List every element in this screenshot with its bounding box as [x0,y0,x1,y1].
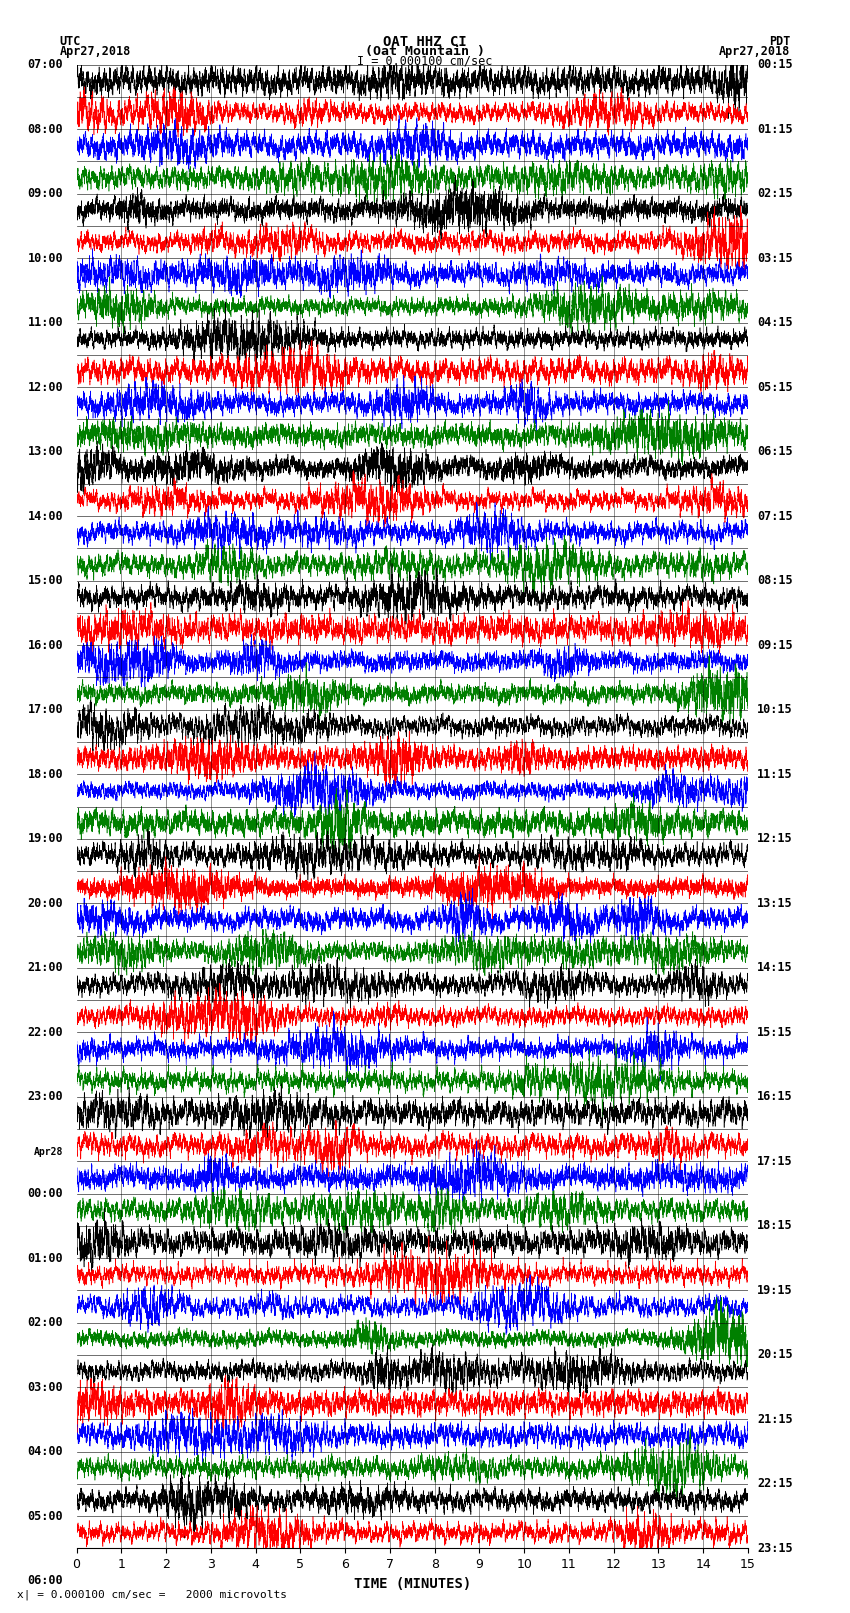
Text: 16:00: 16:00 [27,639,63,652]
Text: Apr27,2018: Apr27,2018 [719,45,791,58]
Text: 18:00: 18:00 [27,768,63,781]
Text: UTC: UTC [60,35,81,48]
Text: 02:00: 02:00 [27,1316,63,1329]
Text: 03:00: 03:00 [27,1381,63,1394]
Text: 04:15: 04:15 [757,316,792,329]
Text: 06:00: 06:00 [27,1574,63,1587]
Text: 17:15: 17:15 [757,1155,792,1168]
Text: Apr27,2018: Apr27,2018 [60,45,131,58]
Text: 01:15: 01:15 [757,123,792,135]
Text: (Oat Mountain ): (Oat Mountain ) [365,45,485,58]
Text: 20:00: 20:00 [27,897,63,910]
Text: 22:00: 22:00 [27,1026,63,1039]
Text: 10:00: 10:00 [27,252,63,265]
Text: 19:15: 19:15 [757,1284,792,1297]
Text: 16:15: 16:15 [757,1090,792,1103]
Text: I = 0.000100 cm/sec: I = 0.000100 cm/sec [357,55,493,68]
Text: 21:15: 21:15 [757,1413,792,1426]
Text: 04:00: 04:00 [27,1445,63,1458]
Text: x| = 0.000100 cm/sec =   2000 microvolts: x| = 0.000100 cm/sec = 2000 microvolts [17,1589,287,1600]
Text: 00:00: 00:00 [27,1187,63,1200]
Text: 12:15: 12:15 [757,832,792,845]
X-axis label: TIME (MINUTES): TIME (MINUTES) [354,1578,471,1590]
Text: 11:00: 11:00 [27,316,63,329]
Text: 08:00: 08:00 [27,123,63,135]
Text: Apr28: Apr28 [34,1147,63,1157]
Text: 06:15: 06:15 [757,445,792,458]
Text: 11:15: 11:15 [757,768,792,781]
Text: 12:00: 12:00 [27,381,63,394]
Text: 05:00: 05:00 [27,1510,63,1523]
Text: 23:15: 23:15 [757,1542,792,1555]
Text: 14:15: 14:15 [757,961,792,974]
Text: 20:15: 20:15 [757,1348,792,1361]
Text: 07:00: 07:00 [27,58,63,71]
Text: 22:15: 22:15 [757,1478,792,1490]
Text: 18:15: 18:15 [757,1219,792,1232]
Text: 13:00: 13:00 [27,445,63,458]
Text: 07:15: 07:15 [757,510,792,523]
Text: 01:00: 01:00 [27,1252,63,1265]
Text: PDT: PDT [769,35,790,48]
Text: 02:15: 02:15 [757,187,792,200]
Text: 17:00: 17:00 [27,703,63,716]
Text: 19:00: 19:00 [27,832,63,845]
Text: 23:00: 23:00 [27,1090,63,1103]
Text: 05:15: 05:15 [757,381,792,394]
Text: 13:15: 13:15 [757,897,792,910]
Text: 09:15: 09:15 [757,639,792,652]
Text: OAT HHZ CI: OAT HHZ CI [383,35,467,50]
Text: 15:15: 15:15 [757,1026,792,1039]
Text: 15:00: 15:00 [27,574,63,587]
Text: 00:15: 00:15 [757,58,792,71]
Text: 14:00: 14:00 [27,510,63,523]
Text: 03:15: 03:15 [757,252,792,265]
Text: 21:00: 21:00 [27,961,63,974]
Text: 10:15: 10:15 [757,703,792,716]
Text: 08:15: 08:15 [757,574,792,587]
Text: 09:00: 09:00 [27,187,63,200]
